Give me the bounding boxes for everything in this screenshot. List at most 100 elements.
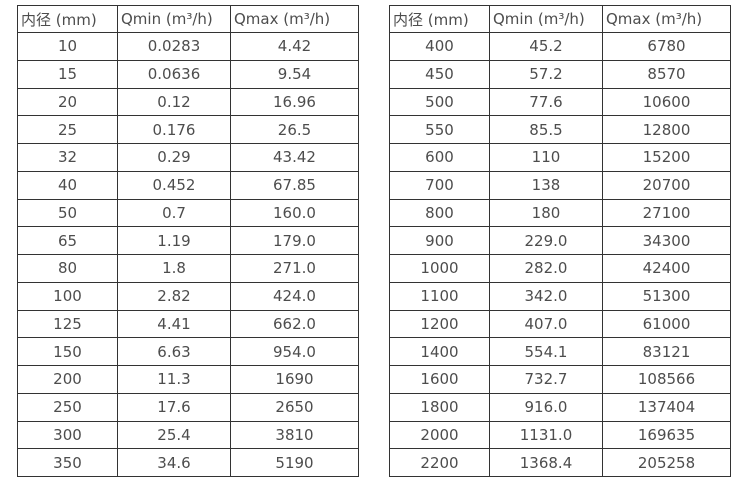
- table-row: 450 57.2 8570: [389, 59, 731, 89]
- table-cell: 10600: [602, 87, 731, 117]
- table-cell: 0.0636: [117, 59, 231, 89]
- column-header: Qmax (m³/h): [230, 5, 359, 33]
- table-cell: 110: [489, 143, 603, 172]
- table-cell: 400: [389, 32, 490, 61]
- table-row: 300 25.4 3810: [17, 420, 359, 450]
- table-cell: 25.4: [117, 420, 231, 450]
- table-cell: 42400: [602, 254, 731, 283]
- table-cell: 916.0: [489, 392, 603, 422]
- table-cell: 954.0: [230, 337, 359, 366]
- table-cell: 0.12: [117, 87, 231, 117]
- table-cell: 229.0: [489, 226, 603, 255]
- table-row: 125 4.41 662.0: [17, 309, 359, 339]
- table-cell: 250: [17, 392, 118, 422]
- table-cell: 900: [389, 226, 490, 255]
- table-row: 40 0.452 67.85: [17, 170, 359, 200]
- table-cell: 169635: [602, 420, 731, 450]
- table-cell: 8570: [602, 59, 731, 89]
- column-header: Qmin (m³/h): [117, 5, 231, 33]
- table-row: 15 0.0636 9.54: [17, 59, 359, 89]
- table-cell: 40: [17, 170, 118, 200]
- column-header: Qmax (m³/h): [602, 5, 731, 33]
- table-row: 25 0.176 26.5: [17, 115, 359, 144]
- table-cell: 554.1: [489, 337, 603, 366]
- table-row: 800 180 27100: [389, 198, 731, 228]
- table-cell: 424.0: [230, 281, 359, 311]
- table-cell: 300: [17, 420, 118, 450]
- flow-rate-table-small-diameters: 内径 (mm) Qmin (m³/h) Qmax (m³/h) 10 0.0283 4.…: [17, 5, 359, 477]
- table-cell: 138: [489, 170, 603, 200]
- column-header: Qmin (m³/h): [489, 5, 603, 33]
- table-cell: 2000: [389, 420, 490, 450]
- table-cell: 12800: [602, 115, 731, 144]
- table-cell: 65: [17, 226, 118, 255]
- table-cell: 6.63: [117, 337, 231, 366]
- table-cell: 732.7: [489, 365, 603, 394]
- table-row: 1100 342.0 51300: [389, 281, 731, 311]
- table-cell: 150: [17, 337, 118, 366]
- table-row: 900 229.0 34300: [389, 226, 731, 255]
- table-cell: 0.7: [117, 198, 231, 228]
- table-row: 600 110 15200: [389, 143, 731, 172]
- table-cell: 1368.4: [489, 448, 603, 477]
- table-cell: 10: [17, 32, 118, 61]
- table-cell: 450: [389, 59, 490, 89]
- table-cell: 350: [17, 448, 118, 477]
- table-cell: 6780: [602, 32, 731, 61]
- table-cell: 662.0: [230, 309, 359, 339]
- table-row: 700 138 20700: [389, 170, 731, 200]
- table-cell: 4.42: [230, 32, 359, 61]
- table-cell: 61000: [602, 309, 731, 339]
- table-cell: 1000: [389, 254, 490, 283]
- column-header: 内径 (mm): [17, 5, 118, 33]
- header-row: 内径 (mm) Qmin (m³/h) Qmax (m³/h): [389, 5, 731, 33]
- table-cell: 2650: [230, 392, 359, 422]
- table-row: 80 1.8 271.0: [17, 254, 359, 283]
- table-cell: 108566: [602, 365, 731, 394]
- table-cell: 25: [17, 115, 118, 144]
- table-cell: 180: [489, 198, 603, 228]
- table-row: 50 0.7 160.0: [17, 198, 359, 228]
- flow-rate-table-large-diameters: 内径 (mm) Qmin (m³/h) Qmax (m³/h) 400 45.2 678…: [389, 5, 731, 477]
- table-cell: 85.5: [489, 115, 603, 144]
- table-row: 1000 282.0 42400: [389, 254, 731, 283]
- table-row: 20 0.12 16.96: [17, 87, 359, 117]
- table-cell: 1800: [389, 392, 490, 422]
- table-cell: 5190: [230, 448, 359, 477]
- table-cell: 80: [17, 254, 118, 283]
- table-cell: 282.0: [489, 254, 603, 283]
- table-cell: 1100: [389, 281, 490, 311]
- table-cell: 800: [389, 198, 490, 228]
- table-cell: 0.0283: [117, 32, 231, 61]
- table-row: 350 34.6 5190: [17, 448, 359, 477]
- table-cell: 1131.0: [489, 420, 603, 450]
- table-cell: 43.42: [230, 143, 359, 172]
- table-cell: 200: [17, 365, 118, 394]
- table-row: 2200 1368.4 205258: [389, 448, 731, 477]
- table-cell: 15200: [602, 143, 731, 172]
- table-row: 10 0.0283 4.42: [17, 32, 359, 61]
- table-cell: 500: [389, 87, 490, 117]
- table-cell: 32: [17, 143, 118, 172]
- table-row: 500 77.6 10600: [389, 87, 731, 117]
- table-cell: 137404: [602, 392, 731, 422]
- table-cell: 51300: [602, 281, 731, 311]
- table-row: 1800 916.0 137404: [389, 392, 731, 422]
- table-row: 1400 554.1 83121: [389, 337, 731, 366]
- table-cell: 1.8: [117, 254, 231, 283]
- header-row: 内径 (mm) Qmin (m³/h) Qmax (m³/h): [17, 5, 359, 33]
- table-cell: 342.0: [489, 281, 603, 311]
- table-cell: 27100: [602, 198, 731, 228]
- table-row: 550 85.5 12800: [389, 115, 731, 144]
- table-cell: 34.6: [117, 448, 231, 477]
- table-cell: 2200: [389, 448, 490, 477]
- table-cell: 1200: [389, 309, 490, 339]
- table-cell: 125: [17, 309, 118, 339]
- table-cell: 179.0: [230, 226, 359, 255]
- tables-container: 内径 (mm) Qmin (m³/h) Qmax (m³/h) 10 0.0283 4.…: [17, 5, 731, 477]
- table-cell: 34300: [602, 226, 731, 255]
- table-cell: 100: [17, 281, 118, 311]
- table-cell: 0.452: [117, 170, 231, 200]
- table-cell: 1.19: [117, 226, 231, 255]
